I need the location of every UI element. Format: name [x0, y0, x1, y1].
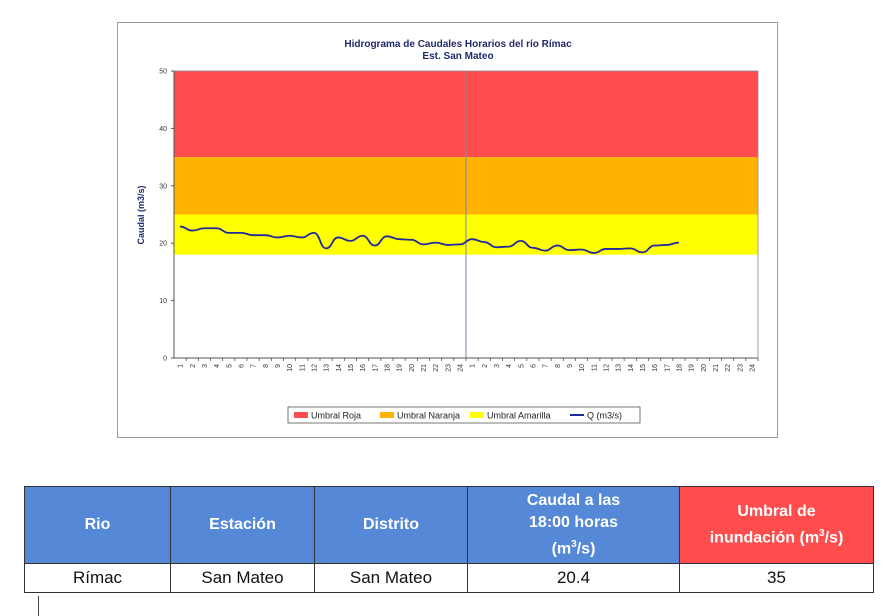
- x-tick-label: 20: [701, 364, 708, 372]
- legend-swatch: [294, 412, 308, 418]
- cell-rio: Rímac: [24, 563, 171, 593]
- hydrograph-svg: Hidrograma de Caudales Horarios del río …: [136, 39, 759, 424]
- x-tick-label: 14: [336, 364, 343, 372]
- x-tick-label: 4: [214, 364, 221, 368]
- cell-estacion: San Mateo: [170, 563, 315, 593]
- chart-subtitle: Est. San Mateo: [422, 51, 493, 62]
- x-tick-label: 9: [275, 364, 282, 368]
- header-caudal-unit-close: /s): [576, 540, 596, 558]
- header-umbral-line1: Umbral de: [737, 502, 816, 520]
- x-tick-label: 12: [311, 364, 318, 372]
- x-tick-label: 18: [676, 364, 683, 372]
- x-tick-label: 7: [251, 364, 258, 368]
- x-tick-label: 11: [299, 364, 306, 371]
- header-umbral-line2: inundación (m: [709, 529, 820, 547]
- x-tick-label: 19: [397, 364, 404, 372]
- x-tick-label: 5: [518, 364, 525, 368]
- x-tick-label: 23: [445, 364, 452, 372]
- y-tick-label: 0: [163, 356, 167, 363]
- x-tick-label: 21: [713, 364, 720, 372]
- x-tick-label: 6: [238, 364, 245, 368]
- header-estacion: Estación: [170, 486, 315, 564]
- table-header-row: Rio Estación Distrito Caudal a las 18:00…: [24, 486, 874, 564]
- header-rio: Rio: [24, 486, 171, 564]
- x-tick-label: 9: [567, 364, 574, 368]
- cell-distrito: San Mateo: [314, 563, 468, 593]
- x-tick-label: 3: [494, 364, 501, 368]
- x-tick-label: 19: [689, 364, 696, 372]
- legend: Umbral Roja Umbral Naranja Umbral Amarilla…: [287, 406, 641, 424]
- header-caudal-unit-sup: 3: [571, 538, 577, 550]
- header-caudal-line1: Caudal a las: [526, 491, 621, 509]
- legend-label: Umbral Amarilla: [487, 411, 551, 421]
- y-axis-title: Caudal (m3/s): [136, 185, 146, 244]
- legend-label: Umbral Naranja: [397, 411, 460, 421]
- x-tick-label: 11: [591, 364, 598, 371]
- x-tick-label: 22: [725, 364, 732, 372]
- x-tick-label: 16: [360, 364, 367, 372]
- header-distrito: Distrito: [314, 486, 468, 564]
- x-tick-label: 4: [506, 364, 513, 368]
- x-tick-label: 18: [384, 364, 391, 372]
- x-tick-label: 3: [202, 364, 209, 368]
- text-cursor: [38, 596, 39, 616]
- x-tick-label: 8: [555, 364, 562, 368]
- x-tick-label: 21: [421, 364, 428, 372]
- legend-label: Q (m3/s): [587, 411, 622, 421]
- header-umbral: Umbral de inundación (m3/s): [679, 486, 874, 564]
- series-line-caudal: [180, 225, 679, 254]
- header-caudal-line2: 18:00 horas: [529, 513, 618, 531]
- cell-caudal: 20.4: [467, 563, 680, 593]
- header-umbral-unit-close: /s): [824, 529, 844, 547]
- y-tick-label: 10: [159, 298, 167, 305]
- x-tick-label: 7: [543, 364, 550, 368]
- x-tick-label: 5: [226, 364, 233, 368]
- x-tick-label: 15: [348, 364, 355, 372]
- x-tick-label: 13: [616, 364, 623, 372]
- legend-swatch: [380, 412, 394, 418]
- x-tick-label: 1: [470, 364, 477, 368]
- x-tick-label: 13: [324, 364, 331, 372]
- cell-umbral: 35: [679, 563, 874, 593]
- table-row: Rímac San Mateo San Mateo 20.4 35: [24, 563, 874, 593]
- x-tick-label: 2: [190, 364, 197, 368]
- y-tick-label: 20: [159, 241, 167, 248]
- x-tick-label: 8: [263, 364, 270, 368]
- legend-label: Umbral Roja: [311, 411, 361, 421]
- legend-swatch: [470, 412, 484, 418]
- header-caudal-unit-open: (m: [551, 540, 572, 558]
- chart-title: Hidrograma de Caudales Horarios del río …: [344, 39, 572, 50]
- x-tick-label: 22: [433, 364, 440, 372]
- x-tick-label: 20: [409, 364, 416, 372]
- x-tick-label: 17: [372, 364, 379, 372]
- x-tick-label: 24: [749, 364, 756, 372]
- hydrograph-chart: Hidrograma de Caudales Horarios del río …: [117, 22, 778, 438]
- y-tick-label: 40: [159, 126, 167, 133]
- x-tick-label: 1: [178, 364, 185, 368]
- x-tick-label: 15: [640, 364, 647, 372]
- x-tick-label: 23: [737, 364, 744, 372]
- header-umbral-unit-sup: 3: [819, 527, 825, 539]
- x-tick-label: 16: [652, 364, 659, 372]
- x-tick-label: 17: [664, 364, 671, 372]
- x-tick-label: 10: [579, 364, 586, 372]
- x-tick-label: 10: [287, 364, 294, 372]
- flow-data-table: Rio Estación Distrito Caudal a las 18:00…: [24, 486, 874, 593]
- header-caudal: Caudal a las 18:00 horas (m3/s): [467, 486, 680, 564]
- x-tick-label: 2: [482, 364, 489, 368]
- legend-box: [287, 406, 641, 424]
- x-tick-label: 6: [530, 364, 537, 368]
- x-tick-label: 12: [603, 364, 610, 372]
- y-tick-label: 50: [159, 69, 167, 76]
- x-tick-label: 14: [628, 364, 635, 372]
- x-tick-label: 24: [457, 364, 464, 372]
- y-tick-label: 30: [159, 183, 167, 190]
